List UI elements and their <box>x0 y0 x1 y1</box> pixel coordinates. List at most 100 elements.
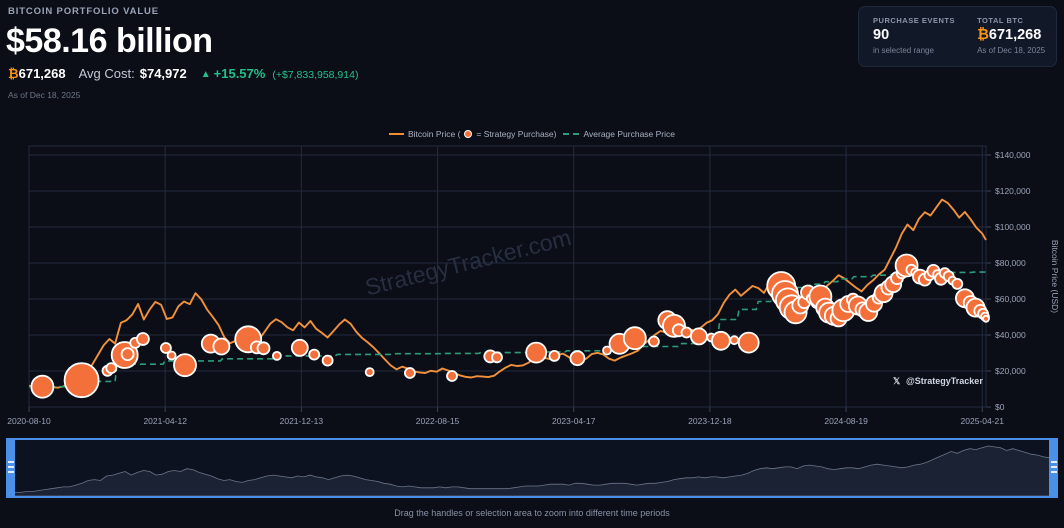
purchase-bubble <box>364 367 375 378</box>
purchase-bubble <box>982 314 990 323</box>
y-axis-label: $60,000 <box>995 294 1026 304</box>
purchase-dot-icon <box>464 130 473 138</box>
page-title: $58.16 billion <box>6 22 213 60</box>
change-absolute: (+$7,833,958,914) <box>272 69 359 81</box>
x-axis-label: 2021-04-12 <box>143 416 187 426</box>
purchase-bubble <box>271 350 282 361</box>
purchase-bubble <box>159 342 172 354</box>
purchase-bubble <box>321 354 334 367</box>
bitcoin-symbol-icon: ₿ <box>977 27 989 43</box>
purchase-bubble <box>120 347 135 362</box>
total-btc-caption: TOTAL BTC <box>977 16 1024 25</box>
purchase-bubble <box>711 330 731 351</box>
triangle-up-icon: ▲ <box>200 69 211 80</box>
purchase-bubble <box>63 362 100 399</box>
purchase-bubble <box>135 332 150 346</box>
bitcoin-symbol-icon: ₿ <box>8 66 19 81</box>
y-axis-label: $0 <box>995 402 1005 412</box>
grip-line-icon <box>7 471 14 473</box>
bitcoin-price-line <box>28 198 987 389</box>
avg-purchase-price-line <box>29 271 986 388</box>
change-percent: +15.57% <box>213 66 266 81</box>
x-axis-label: 2024-08-19 <box>824 416 868 426</box>
purchase-bubble <box>166 350 177 361</box>
purchase-bubble <box>105 362 118 375</box>
legend-avg-label: Average Purchase Price <box>583 129 676 139</box>
brush-selection-area[interactable] <box>6 438 1058 498</box>
purchase-bubble <box>951 277 964 290</box>
purchase-bubble <box>680 326 693 339</box>
legend-item-price: Bitcoin Price ( = Strategy Purchase) <box>388 129 557 139</box>
y-axis-label: $20,000 <box>995 366 1026 376</box>
avg-cost-label: Avg Cost: <box>78 66 135 81</box>
purchase-bubble <box>446 370 458 382</box>
total-btc-number: 671,268 <box>988 27 1042 43</box>
price-chart-svg[interactable]: $0 $20,000 $40,000 $60,000 $80,000 $100,000 $1… <box>0 140 1064 430</box>
purchase-bubble <box>290 338 309 357</box>
x-logo-icon: 𝕏 <box>893 376 901 386</box>
main-chart-container[interactable]: $0 $20,000 $40,000 $60,000 $80,000 $100,000 $1… <box>0 140 1064 430</box>
total-btc-sub: As of Dec 18, 2025 <box>977 46 1046 56</box>
legend-item-avg: Average Purchase Price <box>562 129 676 139</box>
purchase-bubble <box>30 374 55 399</box>
purchase-events-value: 90 <box>873 27 890 43</box>
change-indicator: ▲ +15.57% (+$7,833,958,914) <box>201 66 359 81</box>
page-eyebrow-label: BITCOIN PORTFOLIO VALUE <box>8 6 159 17</box>
purchase-events-sub: in selected range <box>873 46 934 56</box>
purchase-events-caption: PURCHASE EVENTS <box>873 16 956 25</box>
purchase-bubble <box>403 367 416 379</box>
grip-line-icon <box>1050 471 1057 473</box>
purchase-bubble <box>491 351 503 364</box>
purchase-bubble <box>173 353 197 378</box>
x-axis-label: 2020-08-10 <box>7 416 51 426</box>
x-axis-label: 2022-08-15 <box>416 416 460 426</box>
purchase-bubble <box>548 349 561 362</box>
brush-handle-left[interactable] <box>6 438 15 498</box>
stat-purchase-events: PURCHASE EVENTS 90 in selected range <box>873 16 955 66</box>
x-axis-label: 2023-12-18 <box>688 416 732 426</box>
y-axis-label: $40,000 <box>995 330 1026 340</box>
grip-line-icon <box>7 461 14 463</box>
legend-price-label: Bitcoin Price ( <box>407 129 461 139</box>
brush-mini-chart <box>7 445 1057 497</box>
header-metrics-row: ₿ 671,268 Avg Cost: $74,972 ▲ +15.57% (+$… <box>8 66 358 81</box>
btc-holdings-amount: 671,268 <box>18 66 66 81</box>
x-axis-label: 2025-04-21 <box>961 416 1005 426</box>
purchase-bubble <box>648 335 660 348</box>
summary-stats-box: PURCHASE EVENTS 90 in selected range TOT… <box>858 6 1057 67</box>
y-axis-label: $100,000 <box>995 222 1031 232</box>
purchase-bubble <box>737 331 760 354</box>
purchase-bubble <box>690 327 708 346</box>
y-axis-label: $140,000 <box>995 150 1031 160</box>
purchase-bubble <box>308 348 321 361</box>
dashed-line-swatch-icon <box>562 133 580 135</box>
purchase-bubble <box>729 335 740 346</box>
purchase-bubble <box>256 341 271 356</box>
stat-total-btc: TOTAL BTC ₿671,268 As of Dec 18, 2025 <box>977 16 1045 66</box>
y-axis-title: Bitcoin Price (USD) <box>1050 240 1060 313</box>
x-axis-label: 2021-12-13 <box>280 416 324 426</box>
grip-line-icon <box>1050 466 1057 468</box>
grip-line-icon <box>7 466 14 468</box>
time-range-brush[interactable] <box>0 436 1064 502</box>
social-handle: @StrategyTracker <box>906 376 983 386</box>
total-btc-value: ₿671,268 <box>977 27 1045 43</box>
line-swatch-icon <box>388 133 404 135</box>
purchase-bubble <box>569 350 586 367</box>
avg-cost-value: $74,972 <box>139 66 187 81</box>
grip-line-icon <box>1050 461 1057 463</box>
brush-area-path <box>7 445 1057 497</box>
y-axis-label: $80,000 <box>995 258 1026 268</box>
purchase-bubble <box>622 326 647 351</box>
dashboard-header: BITCOIN PORTFOLIO VALUE $58.16 billion ₿… <box>0 0 1064 108</box>
chart-legend: Bitcoin Price ( = Strategy Purchase) Ave… <box>0 129 1064 139</box>
brush-hint-text: Drag the handles or selection area to zo… <box>394 508 670 518</box>
watermark: StrategyTracker.com <box>362 224 573 300</box>
x-axis-label: 2023-04-17 <box>552 416 596 426</box>
y-axis-label: $120,000 <box>995 186 1031 196</box>
purchase-bubble <box>525 341 548 364</box>
brush-handle-right[interactable] <box>1049 438 1058 498</box>
purchase-bubble <box>212 337 231 356</box>
legend-purchase-label: = Strategy Purchase) <box>476 129 557 139</box>
